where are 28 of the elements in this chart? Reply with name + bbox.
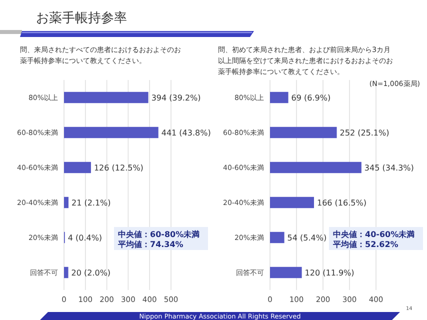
data-label: 252 (25.1%) <box>340 128 390 138</box>
bar <box>270 162 362 174</box>
bar <box>270 126 337 138</box>
bar <box>270 92 288 104</box>
data-label: 166 (16.5%) <box>316 198 366 208</box>
data-label: 54 (5.4%) <box>287 234 327 242</box>
data-label: 120 (11.9%) <box>304 268 354 278</box>
data-label: 441 (43.8%) <box>161 128 211 138</box>
bar <box>64 92 148 104</box>
annotation: 中央値：60-80%未満 <box>118 230 200 239</box>
bar <box>64 126 158 138</box>
data-label: 394 (39.2%) <box>151 94 201 102</box>
bar <box>64 196 68 208</box>
annotation: 平均値：52.62% <box>332 240 398 249</box>
data-label: 21 (2.1%) <box>71 198 111 208</box>
data-label: 4 (0.4%) <box>68 234 102 242</box>
data-label: 345 (34.3%) <box>364 164 414 172</box>
data-label: 69 (6.9%) <box>291 94 331 102</box>
bar <box>64 162 91 174</box>
data-label: 126 (12.5%) <box>94 164 144 172</box>
annotation: 中央値：40-60%未満 <box>333 230 415 239</box>
bar <box>270 232 284 244</box>
data-label: 20 (2.0%) <box>71 268 111 278</box>
bar <box>270 196 314 208</box>
bar <box>270 266 302 278</box>
chart-title: お薬手帳持参率 <box>36 10 127 26</box>
annotation: 平均値：74.34% <box>117 240 184 249</box>
bar <box>64 266 68 278</box>
